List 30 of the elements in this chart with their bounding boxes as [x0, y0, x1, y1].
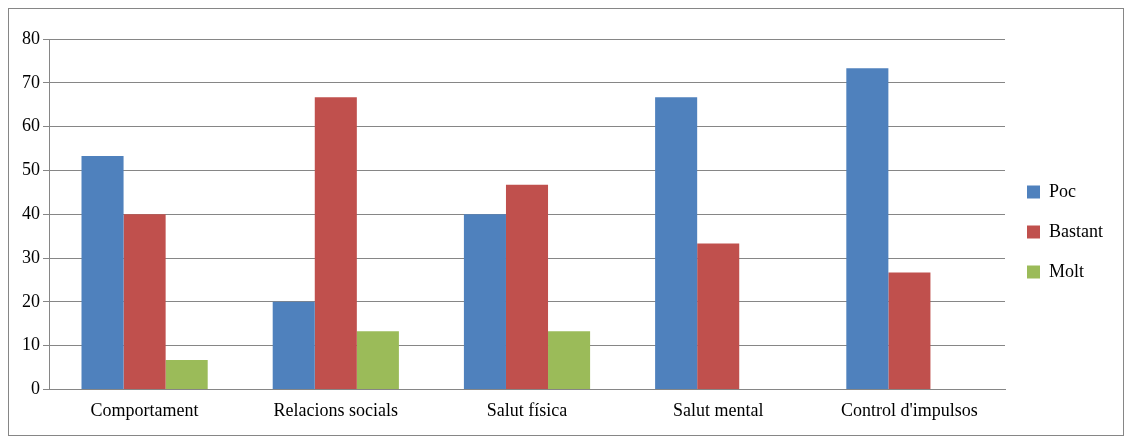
bar	[548, 331, 591, 389]
bar	[888, 272, 931, 389]
y-tick-label: 70	[22, 71, 40, 92]
bar	[697, 243, 740, 389]
y-tick-label: 80	[22, 27, 40, 48]
bar	[272, 301, 315, 389]
bar	[505, 184, 549, 389]
x-tick-label: Comportament	[90, 399, 199, 420]
x-tick-label: Salut física	[486, 399, 568, 420]
bar	[846, 68, 889, 389]
legend-label: Molt	[1049, 260, 1085, 281]
y-tick-label: 0	[31, 378, 40, 399]
y-tick-label: 10	[22, 334, 40, 355]
y-tick-label: 30	[22, 246, 40, 267]
bar	[81, 155, 124, 389]
legend-label: Poc	[1049, 180, 1077, 201]
y-tick-label: 50	[22, 159, 40, 180]
bar	[655, 97, 698, 389]
bar	[314, 97, 357, 389]
bar	[463, 214, 506, 389]
legend-label: Bastant	[1049, 220, 1104, 241]
y-tick-label: 20	[22, 290, 40, 311]
y-tick-label: 60	[22, 115, 40, 136]
x-tick-label: Control d'impulsos	[841, 399, 978, 420]
x-tick-label: Salut mental	[672, 399, 764, 420]
bar	[356, 331, 399, 389]
x-tick-label: Relacions socials	[273, 399, 399, 420]
y-tick-label: 40	[22, 202, 40, 223]
bar	[123, 214, 166, 389]
bar	[165, 360, 208, 389]
